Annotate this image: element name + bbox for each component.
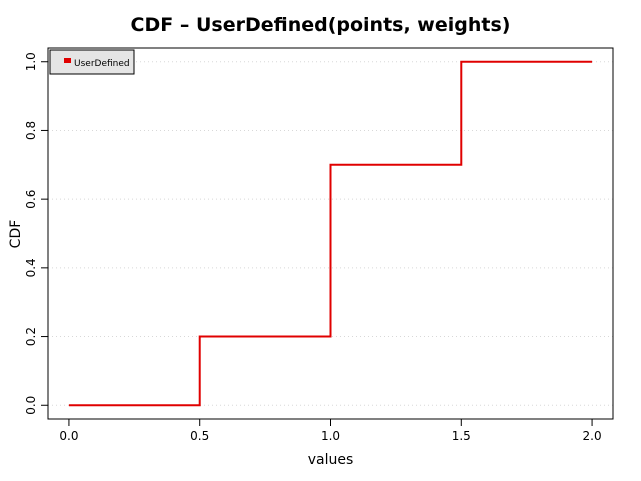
y-tick-label: 0.2	[24, 327, 38, 346]
x-tick-label: 1.5	[452, 429, 471, 443]
y-tick-label: 0.0	[24, 396, 38, 415]
y-axis: 0.0 0.2 0.4 0.6 0.8 1.0	[24, 52, 49, 415]
y-axis-label: CDF	[8, 219, 24, 249]
x-tick-label: 2.0	[583, 429, 602, 443]
x-tick-label: 1.0	[321, 429, 340, 443]
y-tick-label: 0.8	[24, 121, 38, 140]
x-axis-label: values	[307, 452, 354, 468]
y-tick-label: 1.0	[24, 52, 38, 71]
legend: UserDefined	[49, 49, 135, 75]
chart-title: CDF – UserDefined(points, weights)	[130, 14, 511, 36]
series-layer	[68, 60, 593, 407]
x-tick-label: 0.0	[59, 429, 78, 443]
legend-swatch	[64, 58, 71, 63]
y-tick-label: 0.4	[24, 258, 38, 277]
legend-label: UserDefined	[74, 59, 130, 69]
series-line	[68, 60, 593, 407]
y-tick-label: 0.6	[24, 190, 38, 209]
x-axis: 0.0 0.5 1.0 1.5 2.0	[59, 418, 602, 443]
x-tick-label: 0.5	[190, 429, 209, 443]
